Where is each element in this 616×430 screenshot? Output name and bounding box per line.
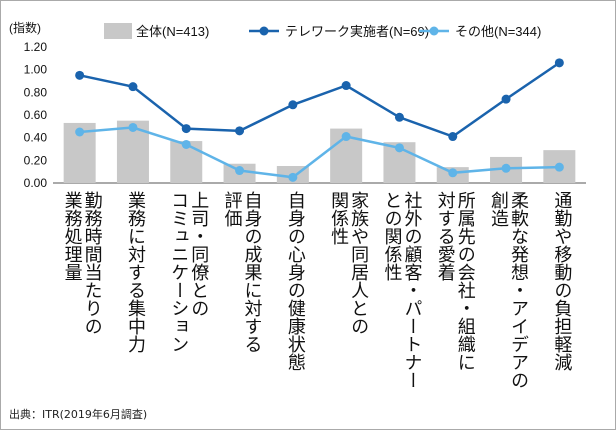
x-category-label: 社外の顧客・パートナー との関係性: [381, 191, 423, 389]
point-other-10: [554, 162, 564, 172]
point-telework-1: [75, 70, 85, 80]
point-telework-8: [448, 132, 458, 142]
point-other-2: [128, 122, 138, 132]
x-category-label: 自身の心身の健康状態: [284, 191, 306, 371]
line-series-telework: [79, 61, 561, 138]
x-category-label: 業務に対する集中力: [124, 191, 146, 353]
point-telework-4: [235, 126, 245, 136]
point-other-7: [394, 143, 404, 153]
point-telework-5: [288, 100, 298, 110]
y-tick-label: 0.80: [24, 85, 48, 99]
point-other-6: [341, 132, 351, 142]
legend-marker-other: [429, 26, 439, 36]
y-tick-label: 0.40: [24, 131, 48, 145]
point-telework-3: [181, 124, 191, 134]
point-telework-7: [394, 112, 404, 122]
x-category-label: 自身の成果に対する 評価: [221, 191, 263, 353]
point-other-9: [501, 163, 511, 173]
y-axis-label: (指数): [9, 20, 41, 35]
line-series-other: [79, 126, 560, 179]
y-tick-label: 1.00: [24, 63, 48, 77]
y-tick-label: 0.60: [24, 108, 48, 122]
y-tick-label: 1.20: [24, 40, 48, 54]
legend-label-overall: 全体(N=413): [136, 24, 209, 39]
legend-label-telework: テレワーク実施者(N=69): [285, 24, 429, 39]
x-category-label: 勤務時間当たりの 業務処理量: [61, 191, 103, 335]
x-category-label: 所属先の会社・組織に 対する愛着: [434, 191, 476, 371]
x-category-label: 上司・同僚との コミュニケーション: [168, 191, 210, 353]
x-category-label: 家族や同居人との 関係性: [328, 191, 370, 335]
y-tick-label: 0.00: [24, 176, 48, 190]
point-other-8: [448, 168, 458, 178]
x-category-label: 通勤や移動の負担軽減: [551, 191, 573, 371]
legend-label-other: その他(N=344): [455, 24, 541, 39]
point-telework-6: [341, 81, 351, 91]
point-other-5: [288, 172, 298, 182]
point-telework-10: [554, 58, 564, 68]
point-telework-9: [501, 94, 511, 104]
point-other-4: [235, 166, 245, 176]
point-other-3: [181, 139, 191, 149]
y-tick-label: 0.20: [24, 153, 48, 167]
point-telework-2: [128, 82, 138, 92]
legend-swatch-overall: [104, 23, 132, 39]
source-note: 出典：ITR(2019年6月調査): [9, 408, 148, 421]
point-other-1: [75, 127, 85, 137]
x-category-label: 柔軟な発想・アイデアの 創造: [488, 191, 530, 389]
legend-marker-telework: [259, 26, 269, 36]
